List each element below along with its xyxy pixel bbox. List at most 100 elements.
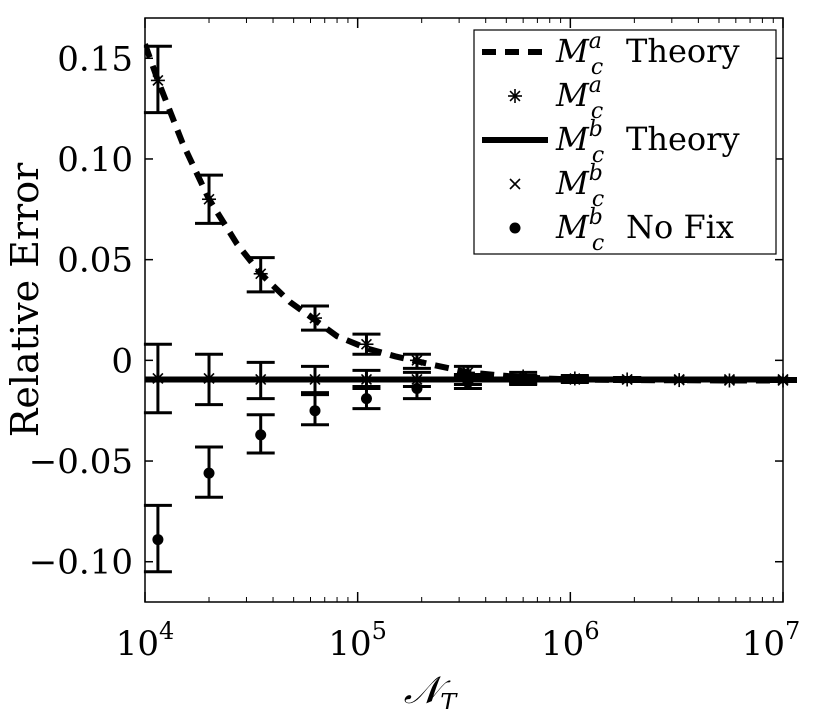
asterisk-stroke bbox=[203, 193, 215, 205]
data-point-ma bbox=[307, 311, 322, 326]
data-point-ma bbox=[359, 337, 374, 352]
asterisk-stroke bbox=[411, 354, 423, 366]
legend-math-sup: a bbox=[589, 29, 602, 54]
legend-label-text: No Fix bbox=[626, 208, 734, 246]
cross-stroke bbox=[203, 372, 215, 385]
legend-math-sub: c bbox=[591, 55, 603, 80]
legend-math-base: M bbox=[555, 76, 590, 114]
data-point-mb-nofix bbox=[360, 393, 372, 405]
y-tick-label: 0.10 bbox=[57, 140, 133, 180]
data-point-mb bbox=[673, 373, 685, 386]
legend-entry: Ma c bbox=[508, 73, 603, 124]
y-tick-label: 0 bbox=[111, 341, 133, 381]
cross-stroke bbox=[255, 373, 267, 386]
legend-entry: Mb c Theory bbox=[482, 117, 740, 168]
cross-stroke bbox=[152, 372, 164, 385]
data-point-ma bbox=[409, 353, 424, 368]
x-tick-exp: 5 bbox=[372, 617, 387, 645]
data-point-mb-nofix bbox=[152, 534, 164, 546]
cross-stroke bbox=[569, 373, 581, 386]
y-tick-label: −0.05 bbox=[29, 442, 133, 482]
data-point-mb-nofix bbox=[411, 383, 423, 395]
cross-stroke bbox=[723, 373, 736, 386]
x-tick-base: 10 bbox=[116, 624, 159, 664]
x-tick-exp: 4 bbox=[159, 617, 174, 645]
x-tick-base: 10 bbox=[742, 624, 785, 664]
legend-label: Ma c bbox=[555, 73, 603, 124]
legend-math-sup: b bbox=[589, 161, 603, 186]
data-point-mb-nofix bbox=[462, 376, 474, 388]
data-point-mb-nofix bbox=[517, 374, 529, 386]
x-axis-title: 𝒩T bbox=[404, 668, 458, 709]
legend-entry: Mb c bbox=[509, 161, 604, 212]
data-point-mb-nofix bbox=[203, 467, 215, 479]
cross-stroke bbox=[411, 373, 423, 386]
x-tick-label: 107 bbox=[742, 617, 801, 664]
y-axis-title: Relative Error bbox=[3, 162, 47, 437]
data-point-mb bbox=[255, 373, 267, 386]
legend-math-base: M bbox=[555, 164, 590, 202]
data-point-mb bbox=[621, 373, 633, 386]
data-point-mb bbox=[723, 373, 736, 386]
asterisk-stroke bbox=[360, 338, 372, 350]
asterisk-stroke bbox=[255, 268, 267, 280]
x-tick-exp: 6 bbox=[584, 617, 599, 645]
legend-swatch-dot bbox=[509, 222, 521, 234]
legend-swatch-cross bbox=[509, 178, 521, 190]
legend-math-base: M bbox=[555, 208, 590, 246]
svg-text:𝒩T: 𝒩T bbox=[404, 668, 458, 709]
x-tick-label: 104 bbox=[116, 617, 175, 664]
legend-label: Ma c bbox=[555, 29, 603, 80]
axes-box bbox=[144, 17, 784, 603]
x-tick-base: 10 bbox=[328, 624, 371, 664]
legend-math-base: M bbox=[555, 120, 590, 158]
legend-math-sub: c bbox=[591, 99, 603, 124]
cross-stroke bbox=[509, 178, 521, 190]
data-point-ma bbox=[202, 192, 217, 207]
legend-entry: Mb c No Fix bbox=[509, 205, 734, 256]
legend-math-base: M bbox=[555, 32, 590, 70]
legend-entry: Ma c Theory bbox=[482, 29, 740, 80]
legend-math-sub: c bbox=[592, 231, 604, 256]
data-point-mb bbox=[411, 373, 423, 386]
legend-label: Mb c bbox=[555, 117, 604, 168]
y-tick-label: −0.10 bbox=[29, 543, 133, 583]
x-tick-base: 10 bbox=[541, 624, 584, 664]
x-axis-title-sub: T bbox=[440, 689, 458, 709]
x-tick-label: 106 bbox=[541, 617, 600, 664]
legend-label: Mb c bbox=[555, 205, 604, 256]
data-point-mb bbox=[152, 372, 164, 385]
legend-math-sup: b bbox=[589, 117, 603, 142]
asterisk-stroke bbox=[152, 74, 164, 86]
data-point-ma bbox=[253, 266, 268, 281]
plot-layer bbox=[143, 43, 797, 574]
data-point-mb-nofix bbox=[255, 429, 267, 441]
asterisk-stroke bbox=[509, 90, 521, 102]
cross-stroke bbox=[673, 373, 685, 386]
cross-stroke bbox=[621, 373, 633, 386]
y-tick-label: 0.05 bbox=[57, 241, 133, 281]
x-tick-label: 105 bbox=[328, 617, 387, 664]
x-tick-exp: 7 bbox=[785, 617, 800, 645]
data-point-mb bbox=[203, 372, 215, 385]
data-point-mb-nofix bbox=[309, 405, 321, 417]
legend-label-text: Theory bbox=[626, 32, 740, 70]
legend-math-sub: c bbox=[592, 187, 604, 212]
cross-stroke bbox=[360, 373, 373, 386]
legend-label: Mb c bbox=[555, 161, 604, 212]
legend-math-sup: b bbox=[589, 205, 603, 230]
legend-swatch-asterisk bbox=[508, 89, 522, 103]
asterisk-stroke bbox=[309, 312, 321, 324]
data-point-mb bbox=[360, 373, 373, 386]
data-point-mb bbox=[309, 373, 321, 386]
legend-math-sup: a bbox=[589, 73, 602, 98]
legend-label-text: Theory bbox=[626, 120, 740, 158]
data-point-ma bbox=[150, 73, 165, 88]
cross-stroke bbox=[309, 373, 321, 386]
legend-math-sub: c bbox=[592, 143, 604, 168]
y-tick-label: 0.15 bbox=[57, 39, 133, 79]
data-point-mb bbox=[569, 373, 581, 386]
